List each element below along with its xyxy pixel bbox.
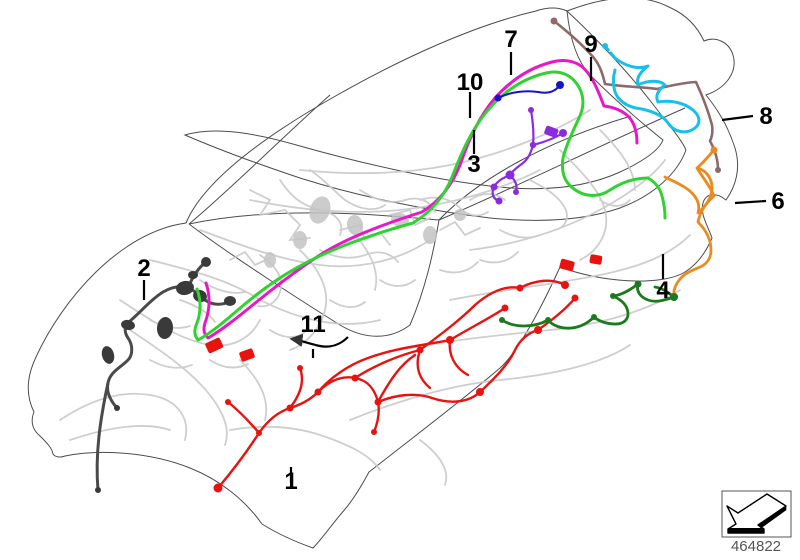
svg-text:10: 10 bbox=[457, 69, 484, 96]
svg-text:464822: 464822 bbox=[731, 538, 781, 555]
svg-text:6: 6 bbox=[771, 188, 784, 215]
svg-text:2: 2 bbox=[137, 255, 150, 282]
svg-text:1: 1 bbox=[284, 468, 297, 495]
svg-text:7: 7 bbox=[504, 26, 517, 53]
svg-text:4: 4 bbox=[656, 277, 670, 304]
svg-text:8: 8 bbox=[759, 103, 772, 130]
svg-text:3: 3 bbox=[467, 151, 480, 178]
svg-text:9: 9 bbox=[584, 31, 597, 58]
svg-text:11: 11 bbox=[300, 311, 325, 338]
